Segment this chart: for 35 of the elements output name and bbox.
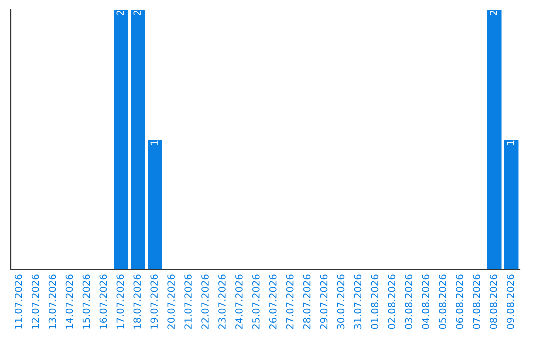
x-tick-label: 19.07.2026 [150, 274, 158, 329]
x-tick-label: 23.07.2026 [218, 274, 226, 330]
x-tick-label: 27.07.2026 [286, 274, 294, 330]
x-tick-label: 05.08.2026 [439, 274, 446, 330]
x-tick-label: 15.07.2026 [82, 274, 90, 329]
x-tick-label: 13.07.2026 [48, 274, 56, 329]
x-tick-label: 28.07.2026 [303, 274, 311, 330]
x-tick-label: 01.08.2026 [371, 274, 379, 330]
data-label: 2 [134, 10, 141, 16]
x-tick-label: 12.07.2026 [32, 274, 40, 329]
x-tick-label: 17.07.2026 [116, 274, 124, 329]
data-label: 1 [507, 140, 514, 146]
x-tick-label: 11.07.2026 [14, 274, 22, 329]
x-tick-label: 21.07.2026 [184, 274, 192, 330]
data-label: 2 [490, 10, 498, 16]
x-tick-label: 09.08.2026 [506, 274, 514, 330]
x-tick-label: 24.07.2026 [236, 274, 243, 330]
x-tick-label: 25.07.2026 [252, 274, 260, 330]
x-tick-label: 18.07.2026 [134, 274, 142, 329]
data-label: 1 [150, 140, 158, 146]
x-tick-label: 20.07.2026 [168, 274, 176, 330]
x-tick-label: 29.07.2026 [320, 274, 328, 330]
x-tick-label: 31.07.2026 [354, 274, 362, 330]
x-tick-label: 04.08.2026 [422, 274, 430, 330]
x-tick-label: 14.07.2026 [66, 274, 74, 329]
x-tick-label: 30.07.2026 [337, 274, 345, 330]
x-tick-label: 06.08.2026 [456, 274, 464, 330]
x-tick-label: 08.08.2026 [490, 274, 498, 330]
x-tick-label: 22.07.2026 [202, 274, 209, 330]
data-label: 2 [116, 10, 124, 16]
x-tick-label: 07.08.2026 [473, 274, 480, 330]
x-tick-label: 02.08.2026 [388, 274, 396, 330]
x-tick-label: 03.08.2026 [405, 274, 413, 330]
x-tick-label: 26.07.2026 [269, 274, 277, 330]
x-tick-label: 16.07.2026 [100, 274, 108, 329]
